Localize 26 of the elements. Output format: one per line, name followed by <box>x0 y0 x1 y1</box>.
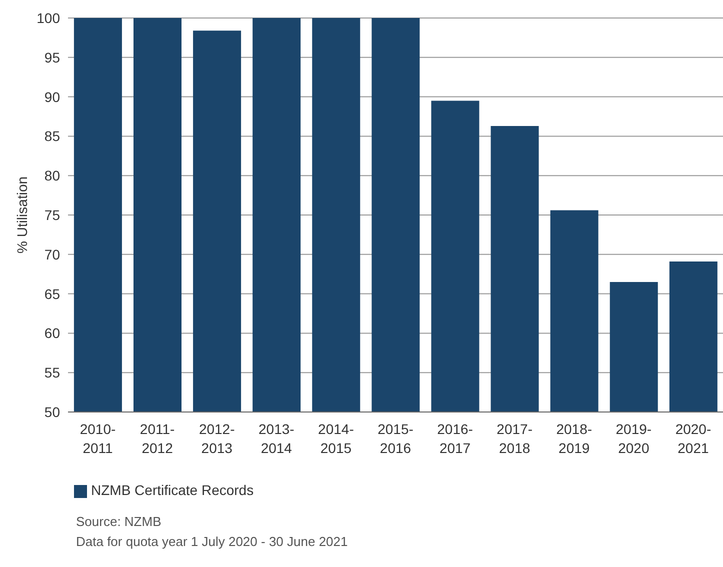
legend-label: NZMB Certificate Records <box>91 482 254 498</box>
y-tick-label: 90 <box>44 88 60 105</box>
x-tick-label: 2017-2018 <box>496 421 533 456</box>
y-tick-label: 80 <box>44 168 60 184</box>
x-tick-label: 2014-2015 <box>318 421 354 456</box>
y-tick-label: 50 <box>44 404 60 420</box>
x-tick-label: 2011-2012 <box>140 421 176 456</box>
x-tick-label: 2013-2014 <box>258 421 295 456</box>
y-tick-label: 75 <box>44 206 60 223</box>
x-tick-label: 2019-2020 <box>616 421 652 456</box>
x-tick-label: 2012-2013 <box>198 421 236 456</box>
y-tick-label: 85 <box>44 128 60 144</box>
x-tick-label: 2016-2017 <box>437 421 474 456</box>
text: Data for quota year 1 July 2020 - 30 June 2021 <box>76 533 349 551</box>
x-tick-label: 2010-2011 <box>80 421 116 456</box>
y-axis-title: % Utilisation <box>14 176 30 254</box>
x-tick-label: 2020-2021 <box>675 421 712 456</box>
y-tick-label: 70 <box>44 246 60 262</box>
y-tick-label: 65 <box>44 286 60 302</box>
x-tick-label: 2018-2019 <box>556 421 592 456</box>
source-note: Source: NZMB <box>76 513 162 531</box>
y-tick-label: 95 <box>44 49 60 66</box>
y-tick-label: 100 <box>36 10 60 26</box>
y-tick-label: 60 <box>44 325 60 342</box>
x-tick-label: 2015-2016 <box>378 421 414 456</box>
y-tick-label: 55 <box>44 364 60 381</box>
